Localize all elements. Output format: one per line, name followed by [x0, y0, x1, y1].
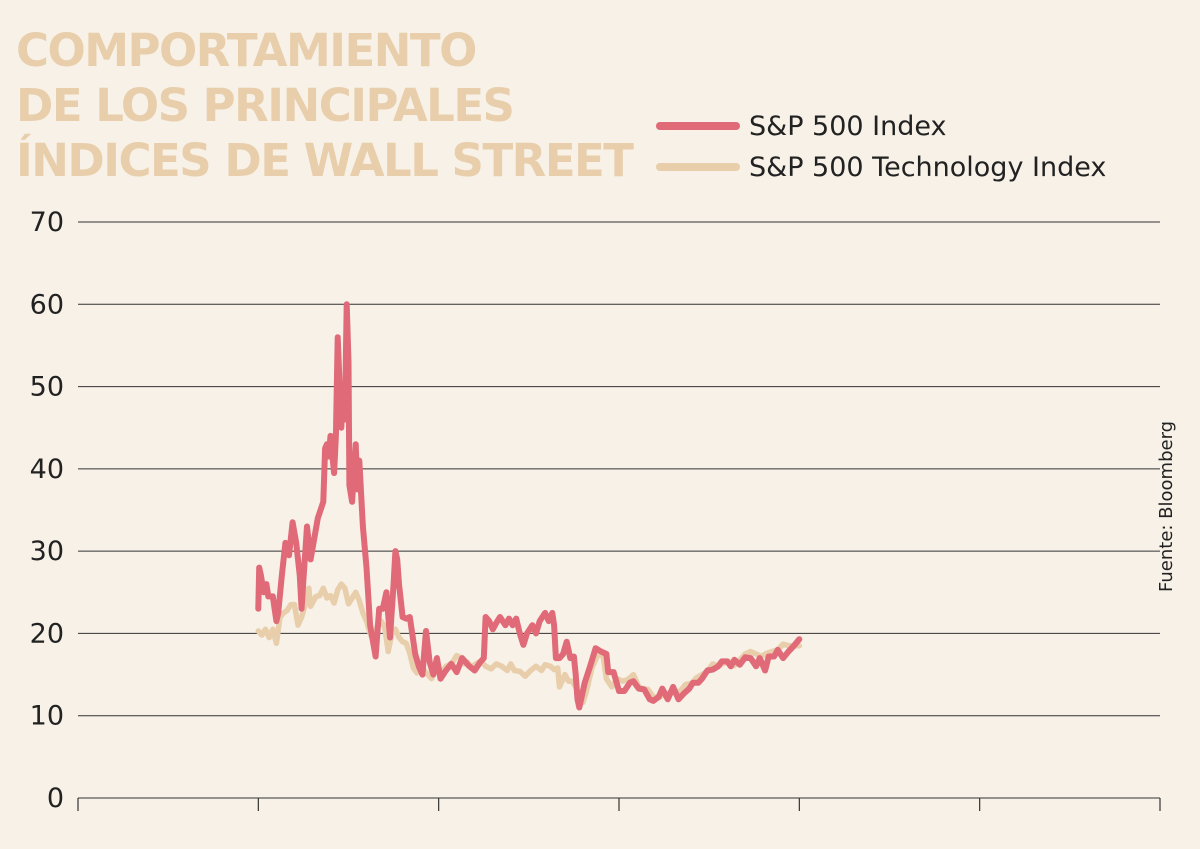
- y-tick-label-70: 70: [30, 207, 64, 238]
- legend: S&P 500 Index S&P 500 Technology Index: [656, 111, 1106, 183]
- y-tick-label-20: 20: [30, 618, 64, 649]
- y-tick-label-0: 0: [47, 783, 64, 814]
- y-tick-label-10: 10: [30, 701, 64, 732]
- legend-label-tech: S&P 500 Technology Index: [749, 152, 1106, 183]
- series-line-sp500: [255, 301, 803, 711]
- chart-title-line-3: ÍNDICES DE WALL STREET: [16, 134, 634, 187]
- chart-title: COMPORTAMIENTO DE LOS PRINCIPALES ÍNDICE…: [16, 24, 636, 187]
- y-tick-label-30: 30: [30, 536, 64, 567]
- gridlines: [78, 221, 1160, 799]
- y-tick-label-50: 50: [30, 372, 64, 403]
- series-line-tech: [255, 581, 803, 706]
- chart-title-line-1: COMPORTAMIENTO: [16, 24, 476, 77]
- y-axis-tick-labels: 0 10 20 30 40 50 60 70: [30, 207, 64, 814]
- series-lines: [255, 301, 803, 711]
- legend-label-sp500: S&P 500 Index: [749, 111, 947, 142]
- chart-title-line-2: DE LOS PRINCIPALES: [16, 79, 513, 132]
- y-tick-label-60: 60: [30, 289, 64, 320]
- x-axis: [77, 798, 1161, 811]
- y-tick-label-40: 40: [30, 454, 64, 485]
- source-note: Fuente: Bloomberg: [1156, 421, 1177, 592]
